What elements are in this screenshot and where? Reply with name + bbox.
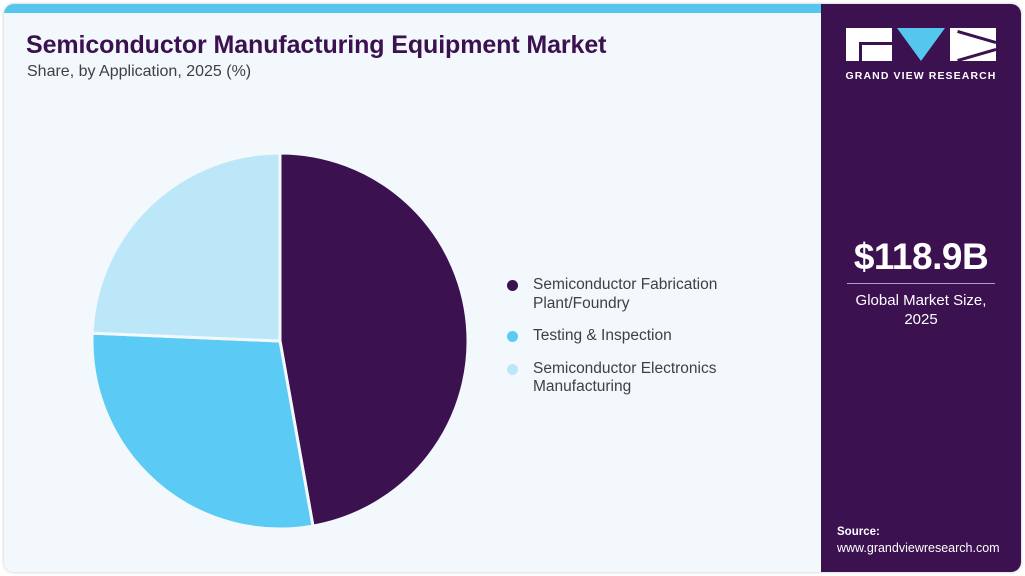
logo-letter-g-icon xyxy=(846,28,892,61)
stat-block: $118.9B Global Market Size, 2025 xyxy=(821,237,1021,329)
page-title: Semiconductor Manufacturing Equipment Ma… xyxy=(26,31,607,59)
source-title: Source: xyxy=(837,526,880,538)
legend-item-electronics-manufacturing[interactable]: Semiconductor Electronics Manufacturing xyxy=(507,360,773,397)
top-accent-bar xyxy=(4,4,821,13)
market-size-value: $118.9B xyxy=(853,236,989,277)
legend-swatch-icon xyxy=(507,331,518,342)
infographic-card: Semiconductor Manufacturing Equipment Ma… xyxy=(4,4,1021,572)
logo-letter-r-icon xyxy=(950,28,996,61)
logo-marks xyxy=(821,28,1021,63)
legend-item-testing-inspection[interactable]: Testing & Inspection xyxy=(507,327,773,346)
logo-letter-v-triangle-icon xyxy=(897,28,945,61)
pie-slice[interactable] xyxy=(90,331,315,531)
pie-chart xyxy=(84,138,476,538)
legend-swatch-icon xyxy=(507,363,518,375)
pie-slice-group xyxy=(90,151,470,531)
pie-slice[interactable] xyxy=(90,151,282,343)
legend-item-label: Semiconductor Fabrication Plant/Foundry xyxy=(533,276,718,312)
source-block: Source: www.grandviewresearch.com xyxy=(837,524,1013,556)
page-subtitle: Share, by Application, 2025 (%) xyxy=(27,63,252,80)
side-panel: GRAND VIEW RESEARCH $118.9B Global Marke… xyxy=(821,4,1021,572)
chart-legend: Semiconductor Fabrication Plant/Foundry … xyxy=(507,276,807,411)
stat-divider xyxy=(847,283,995,284)
brand-logo[interactable]: GRAND VIEW RESEARCH xyxy=(821,28,1021,82)
legend-item-label: Semiconductor Electronics Manufacturing xyxy=(533,359,717,396)
legend-item-fabrication-plant-foundry[interactable]: Semiconductor Fabrication Plant/Foundry xyxy=(507,276,773,313)
market-size-label: Global Market Size, 2025 xyxy=(855,292,987,328)
pie-chart-svg xyxy=(90,151,470,531)
legend-swatch-icon xyxy=(507,280,518,291)
legend-item-label: Testing & Inspection xyxy=(533,327,672,344)
pie-slice[interactable] xyxy=(278,151,470,528)
source-url[interactable]: www.grandviewresearch.com xyxy=(837,541,1000,555)
chart-area: Semiconductor Manufacturing Equipment Ma… xyxy=(4,13,821,572)
brand-logo-text: GRAND VIEW RESEARCH xyxy=(845,70,997,82)
